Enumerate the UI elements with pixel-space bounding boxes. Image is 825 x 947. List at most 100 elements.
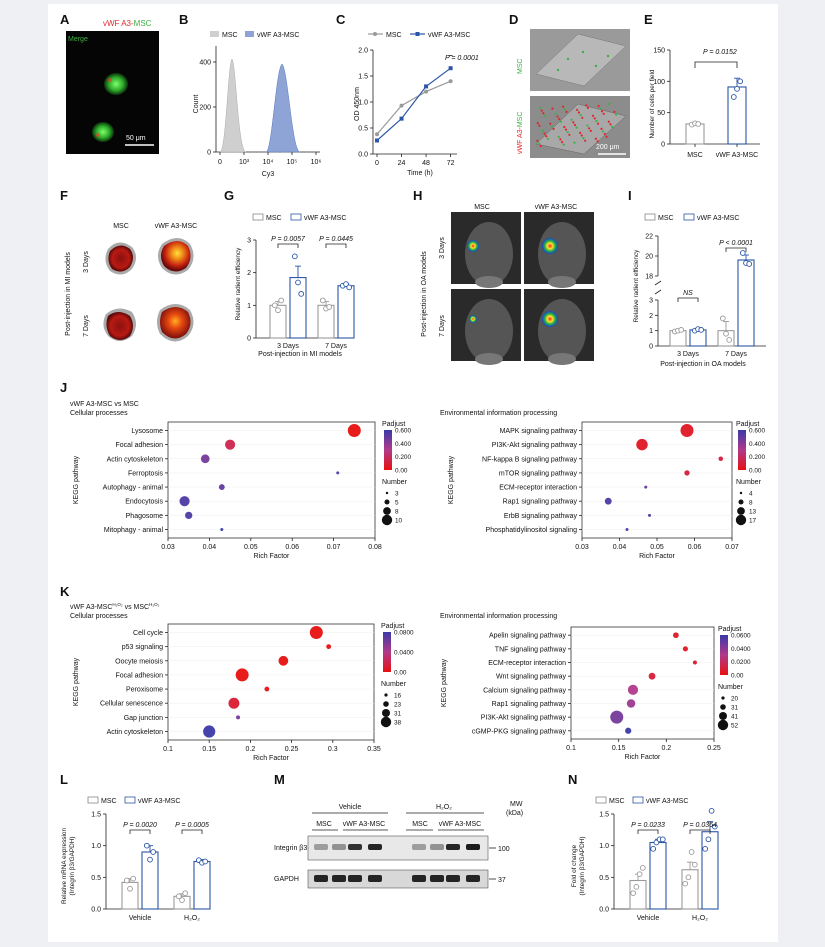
kr-ylabel: KEGG pathway [441,658,448,707]
panel-m-group2: H₂O₂ [436,804,452,811]
panel-label-m: M [274,772,285,787]
panel-k-title1: vWF A3-MSCH₂O₂ vs MSCH₂O₂ [70,602,160,611]
panel-m-sub1: MSC [316,821,332,828]
kl-number-label: 31 [394,711,402,718]
jl-bubble [218,484,225,491]
d-cell-dot [579,131,582,134]
svg-text:vWF A3-MSC: vWF A3-MSC [428,32,470,39]
d-cell-dot [536,139,539,142]
h-signal-spot [542,311,558,327]
kl-bubble [264,686,270,692]
d-cell-dot [537,142,541,145]
panel-h-col-vwf: vWF A3-MSC [535,204,577,211]
b-xtick-label: 10³ [239,159,250,166]
d-cell-dot [562,143,565,146]
kr-bubble [682,646,688,652]
d-cell-dot [577,111,581,114]
panel-label-c: C [336,12,346,27]
n-vwf-point [705,836,712,843]
jl-number-swatch [381,514,393,526]
blot-band-gapdh [412,875,426,882]
d-cell-dot [538,124,541,127]
n-msc-point [688,849,695,855]
kl-term-label: Oocyte meiosis [115,658,163,665]
l-ytick-label: 1.5 [91,812,101,819]
jl-term-label: Autophagy - animal [103,485,164,492]
d-cell-dot [557,135,560,138]
panel-k-right-title: Environmental information processing [440,613,557,620]
chart-k-left: Cell cycle p53 signaling Oocyte meiosis Foc… [73,623,414,762]
kr-bubble [692,660,697,665]
d-cell-dot [597,104,600,108]
l-xtick-label: Vehicle [129,915,152,922]
jr-plot-frame [581,421,733,539]
kl-xtick-label: 0.2 [246,746,256,753]
n-vwf-point [650,845,657,852]
i-xtick-label: 3 Days [677,351,699,358]
kr-plot-frame [570,626,715,740]
g-ytick-label: 2 [247,270,251,277]
jl-xtick-label: 0.08 [368,544,382,551]
n-xtick-label: Vehicle [637,915,660,922]
l-msc-point [127,885,133,892]
kl-xlabel: Rich Factor [253,755,289,762]
jl-term-label: Endocytosis [125,499,163,506]
kr-bubble [673,632,679,639]
jr-padj-label: 0.00 [749,468,762,475]
blot-band-gapdh [332,875,346,882]
jl-ylabel: KEGG pathway [73,455,80,504]
d-cell-dot [545,135,548,138]
jl-padj-label: 0.400 [395,441,411,448]
h-mouse-legs [475,353,503,365]
kl-term-label: Focal adhesion [116,672,164,679]
panel-label-b: B [179,12,188,27]
h-mouse-legs [548,353,576,365]
kr-padj-label: 0.0400 [731,646,751,653]
blot-band-integrin [332,844,346,850]
i-point [678,327,685,333]
d-cell-dot [593,117,596,120]
l-ytick-label: 0.0 [91,907,101,914]
jl-term-label: Phagosome [126,513,163,520]
legend-g: MSC vWF A3-MSC [252,213,346,222]
d-cell-dot [594,137,598,140]
jl-number-label: 5 [395,500,399,507]
panel-g-xlabel: Post-injection in MI models [258,351,342,358]
l-ytick-label: 0.5 [91,875,101,882]
jr-term-label: ErbB signaling pathway [504,513,578,520]
d-cell-dot [584,139,587,142]
g-ytick-label: 3 [247,238,251,245]
histogram-msc [219,58,247,153]
panel-f-col-vwf: vWF A3-MSC [155,223,197,230]
d-cell-dot [608,102,611,106]
kr-bubble [648,672,656,680]
kr-number-swatch [717,719,729,731]
kr-number-title: Number [718,684,744,691]
e-point [695,121,702,127]
c-point-msc [375,132,379,137]
jl-padj-label: 0.600 [395,428,411,435]
d-cell-dot [564,128,568,131]
n-xtick-label: H₂O₂ [692,915,708,922]
i-point [746,261,753,267]
legend-swatch-msc [210,31,219,37]
panel-l-ylabel2: (Integrin β3/GAPDH) [69,836,76,895]
l-msc-point [175,893,182,900]
panel-j-title2: Cellular processes [70,410,128,417]
chart-j-right: MAPK signaling pathway PI3K-Akt signaling… [448,421,765,560]
svg-text:vWF A3-MSC: vWF A3-MSC [304,215,346,222]
jr-xtick-label: 0.06 [688,544,702,551]
kl-padj-title: Padjust [381,623,404,630]
b-xtick-label: 10⁴ [263,159,274,166]
kl-number-swatch [383,701,389,707]
kr-term-label: Rap1 signaling pathway [492,701,567,708]
kl-xtick-label: 0.15 [202,746,216,753]
c-ytick-label: 2.0 [358,48,368,55]
kl-term-label: Actin cytoskeleton [107,729,164,736]
d-cell-dot [573,123,577,127]
kr-xtick-label: 0.1 [566,745,576,752]
c-line-vwf [376,67,451,141]
jl-bubble [220,528,224,532]
jr-number-swatch [738,499,744,505]
figure: A vWF A3-MSC Merge 50 μm B MSC vWF A3-MS… [48,4,778,942]
